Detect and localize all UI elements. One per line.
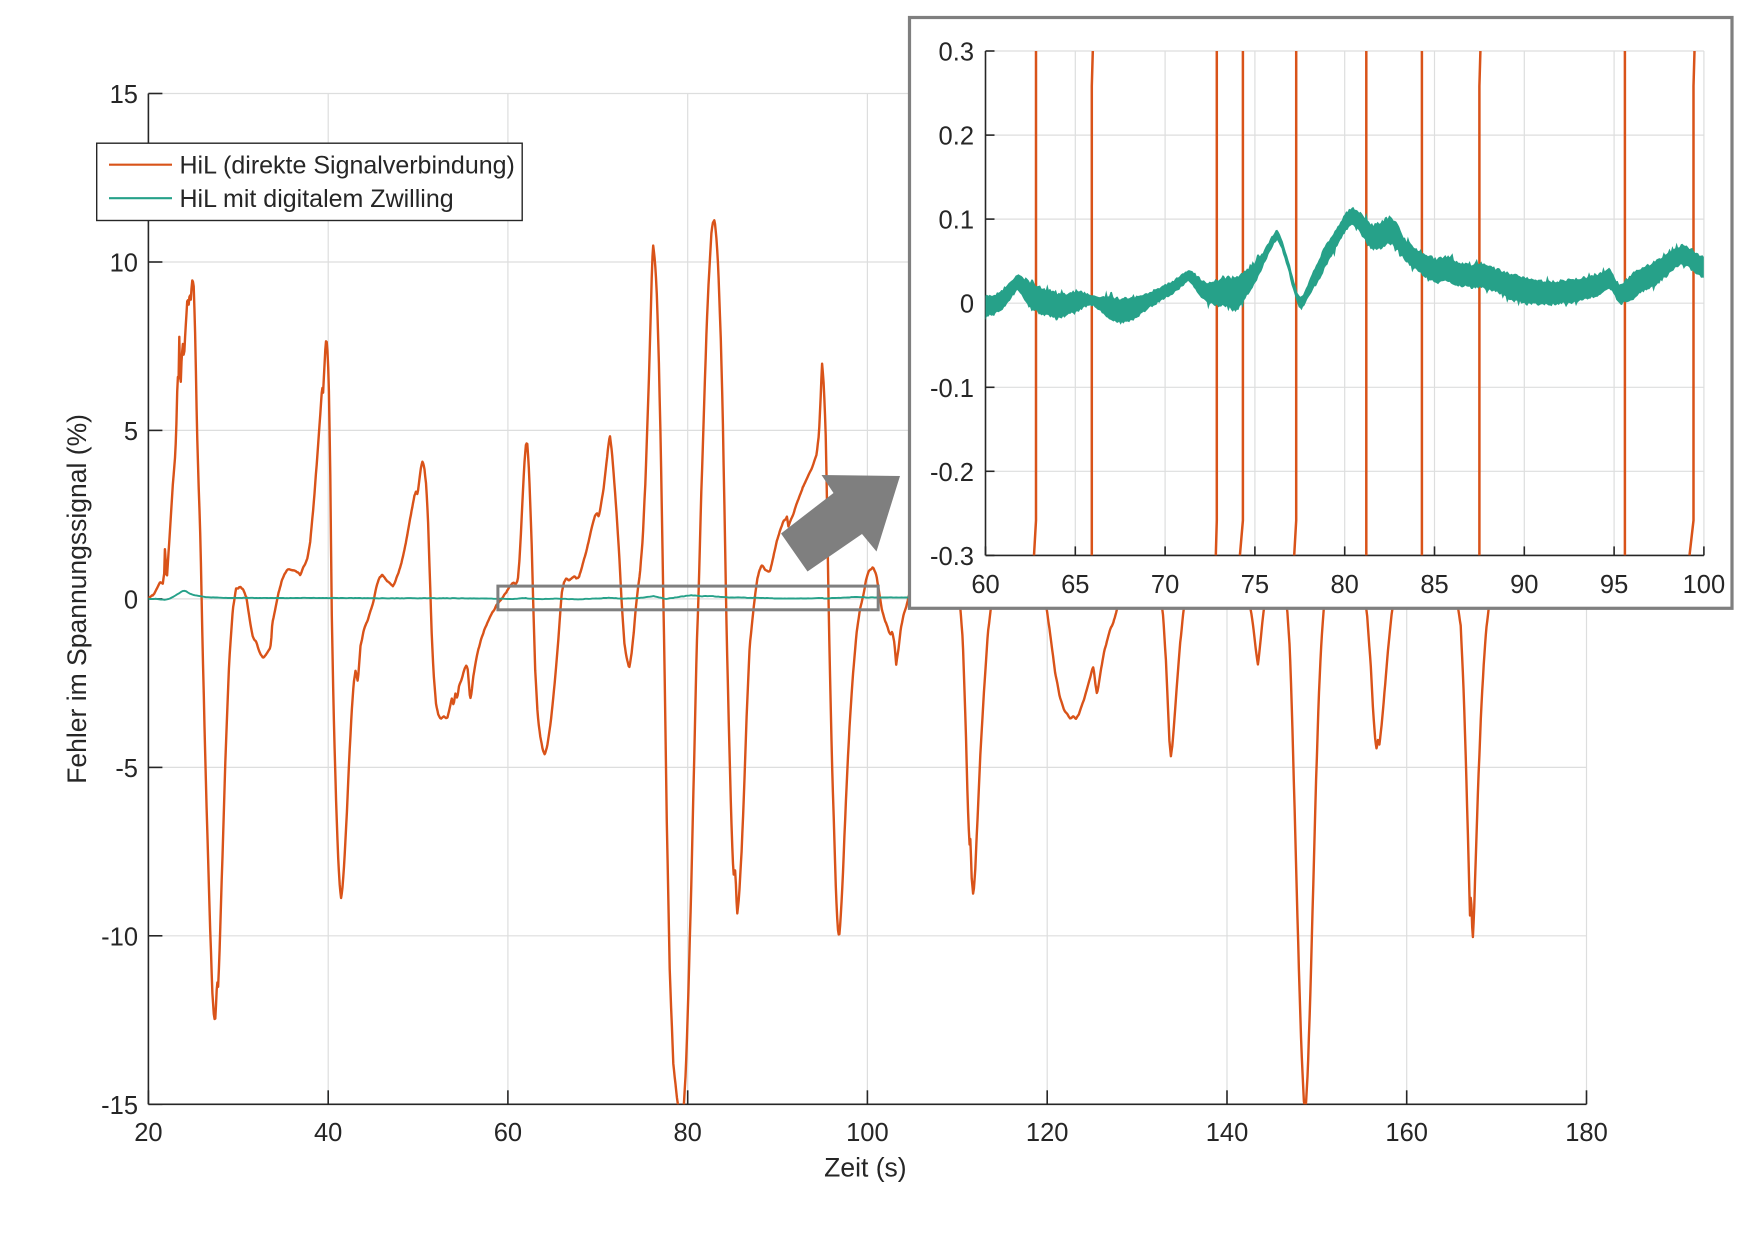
svg-text:0.1: 0.1 — [939, 207, 974, 235]
svg-text:HiL mit digitalem Zwilling: HiL mit digitalem Zwilling — [180, 185, 454, 213]
svg-text:60: 60 — [494, 1119, 522, 1147]
svg-text:100: 100 — [1683, 571, 1726, 599]
svg-text:40: 40 — [314, 1119, 342, 1147]
svg-text:70: 70 — [1151, 571, 1179, 599]
svg-text:90: 90 — [1510, 571, 1538, 599]
svg-text:0: 0 — [124, 586, 138, 614]
svg-text:95: 95 — [1600, 571, 1628, 599]
svg-text:60: 60 — [971, 571, 999, 599]
svg-text:-0.3: -0.3 — [930, 543, 974, 571]
svg-text:65: 65 — [1061, 571, 1089, 599]
svg-text:85: 85 — [1420, 571, 1448, 599]
svg-text:10: 10 — [110, 250, 138, 278]
svg-text:0.3: 0.3 — [939, 39, 974, 67]
svg-text:75: 75 — [1241, 571, 1269, 599]
svg-text:80: 80 — [1331, 571, 1359, 599]
svg-text:HiL (direkte Signalverbindung): HiL (direkte Signalverbindung) — [180, 152, 515, 180]
svg-text:0.2: 0.2 — [939, 123, 974, 151]
svg-text:Zeit (s): Zeit (s) — [824, 1153, 906, 1183]
svg-text:15: 15 — [110, 81, 138, 109]
svg-text:-0.2: -0.2 — [930, 459, 974, 487]
svg-text:-5: -5 — [115, 755, 138, 783]
svg-text:100: 100 — [846, 1119, 889, 1147]
svg-text:0: 0 — [960, 291, 974, 319]
svg-text:120: 120 — [1026, 1119, 1069, 1147]
svg-text:20: 20 — [134, 1119, 162, 1147]
svg-text:140: 140 — [1206, 1119, 1249, 1147]
svg-text:5: 5 — [124, 418, 138, 446]
svg-text:Fehler im Spannungssignal (%): Fehler im Spannungssignal (%) — [62, 414, 92, 784]
svg-text:80: 80 — [674, 1119, 702, 1147]
svg-text:-15: -15 — [101, 1092, 138, 1120]
svg-text:-10: -10 — [101, 923, 138, 951]
svg-text:-0.1: -0.1 — [930, 375, 974, 403]
svg-text:160: 160 — [1385, 1119, 1428, 1147]
svg-text:180: 180 — [1565, 1119, 1608, 1147]
